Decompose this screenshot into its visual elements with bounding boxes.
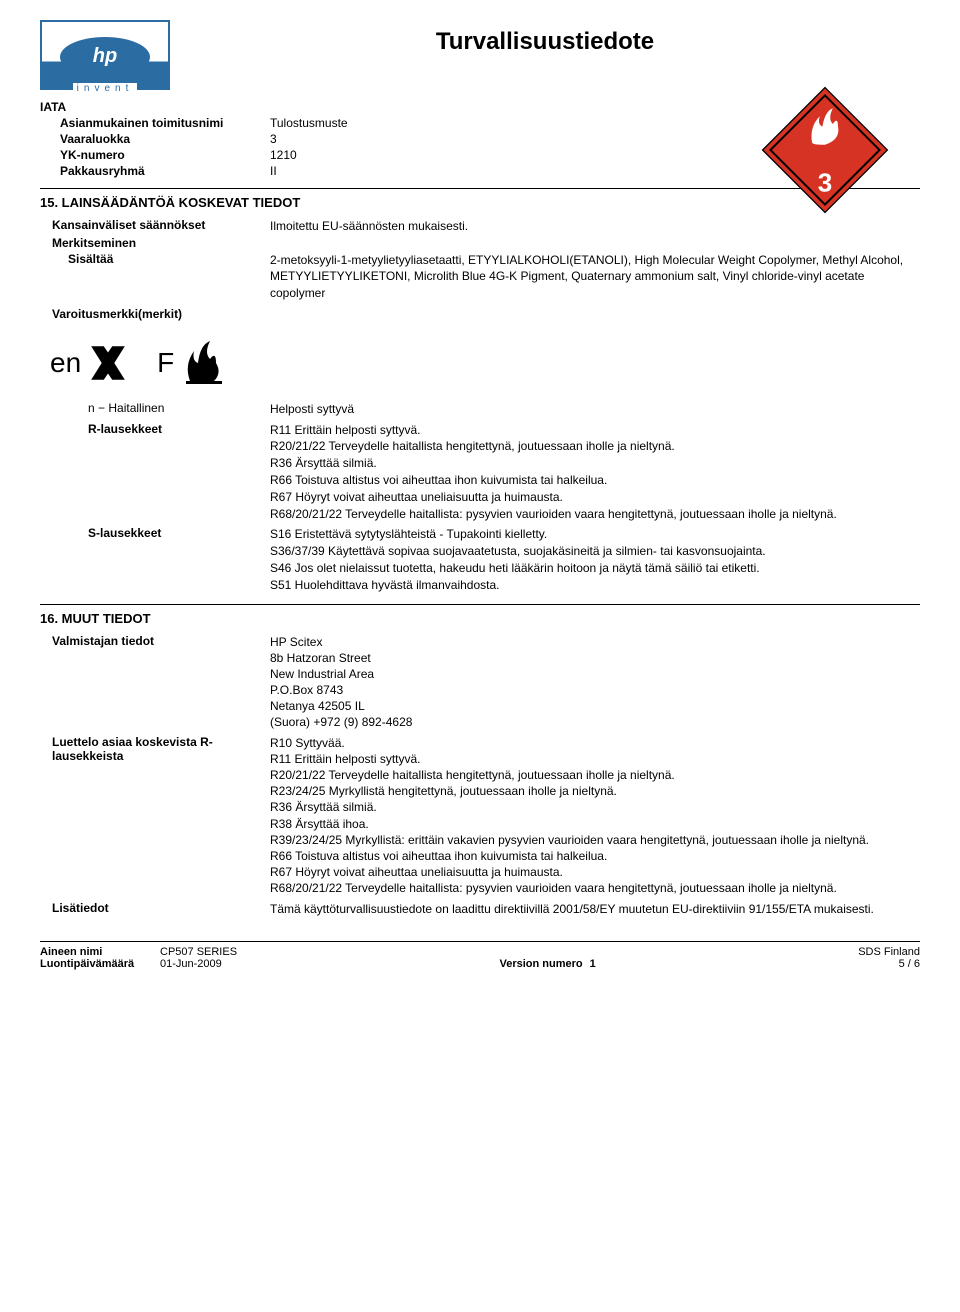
intl-regs-value: Ilmoitettu EU-säännösten mukaisesti. bbox=[270, 218, 920, 234]
document-title: Turvallisuustiedote bbox=[170, 28, 920, 56]
iata-hazard-class-label: Vaaraluokka bbox=[60, 132, 270, 146]
header: hp invent Turvallisuustiedote bbox=[40, 20, 920, 90]
s-phrases-label: S-lausekkeet bbox=[88, 526, 270, 593]
xn-letter: en bbox=[50, 347, 81, 379]
footer-name-label: Aineen nimi bbox=[40, 946, 160, 958]
hp-logo-text: hp bbox=[60, 37, 150, 77]
hp-logo-sub: invent bbox=[73, 83, 138, 94]
hp-logo: hp invent bbox=[40, 20, 170, 90]
hazard-class-digit: 3 bbox=[818, 168, 832, 198]
warning-mark-label: Varoitusmerkki(merkit) bbox=[52, 307, 270, 321]
f-letter: F bbox=[157, 347, 174, 379]
f-description: Helposti syttyvä bbox=[270, 401, 920, 418]
r-phrases-text: R11 Erittäin helposti syttyvä. R20/21/22… bbox=[270, 422, 920, 523]
more-info-value: Tämä käyttöturvallisuustiedote on laadit… bbox=[270, 901, 920, 917]
footer-version-label: Version numero bbox=[499, 958, 582, 970]
footer-name-value: CP507 SERIES bbox=[160, 946, 237, 958]
footer-divider bbox=[40, 941, 920, 942]
xn-description: n − Haitallinen bbox=[88, 401, 270, 418]
iata-packgroup-label: Pakkausryhmä bbox=[60, 164, 270, 178]
page-footer: Aineen nimi CP507 SERIES Luontipäivämäär… bbox=[40, 946, 920, 986]
section-16-heading: 16. MUUT TIEDOT bbox=[40, 611, 920, 626]
r-list-value: R10 Syttyvää. R11 Erittäin helposti sytt… bbox=[270, 735, 920, 897]
more-info-label: Lisätiedot bbox=[52, 901, 270, 917]
footer-date-value: 01-Jun-2009 bbox=[160, 958, 222, 970]
harmful-x-icon bbox=[87, 342, 129, 384]
footer-region: SDS Finland bbox=[858, 946, 920, 958]
hazard-symbols-row: en F bbox=[50, 339, 920, 387]
iata-un-label: YK-numero bbox=[60, 148, 270, 162]
s-phrases-text: S16 Eristettävä sytytyslähteistä - Tupak… bbox=[270, 526, 920, 593]
footer-page: 5 / 6 bbox=[899, 958, 920, 970]
iata-shipping-name-label: Asianmukainen toimitusnimi bbox=[60, 116, 270, 130]
manufacturer-value: HP Scitex 8b Hatzoran Street New Industr… bbox=[270, 634, 920, 731]
contains-label: Sisältää bbox=[68, 252, 270, 301]
labelling-label: Merkitseminen bbox=[52, 236, 270, 250]
contains-value: 2-metoksyyli-1-metyylietyyliasetaatti, E… bbox=[270, 252, 920, 301]
section-divider-2 bbox=[40, 604, 920, 605]
flame-icon bbox=[180, 339, 228, 387]
intl-regs-label: Kansainväliset säännökset bbox=[52, 218, 270, 234]
footer-version-value: 1 bbox=[590, 958, 596, 970]
manufacturer-label: Valmistajan tiedot bbox=[52, 634, 270, 731]
r-phrases-label: R-lausekkeet bbox=[88, 422, 270, 523]
harmful-symbol-group: en bbox=[50, 342, 129, 384]
footer-date-label: Luontipäivämäärä bbox=[40, 958, 160, 970]
flammable-hazard-diamond-icon: 3 bbox=[760, 85, 890, 215]
flammable-symbol-group: F bbox=[157, 339, 228, 387]
r-list-label: Luettelo asiaa koskevista R-lausekkeista bbox=[52, 735, 270, 897]
